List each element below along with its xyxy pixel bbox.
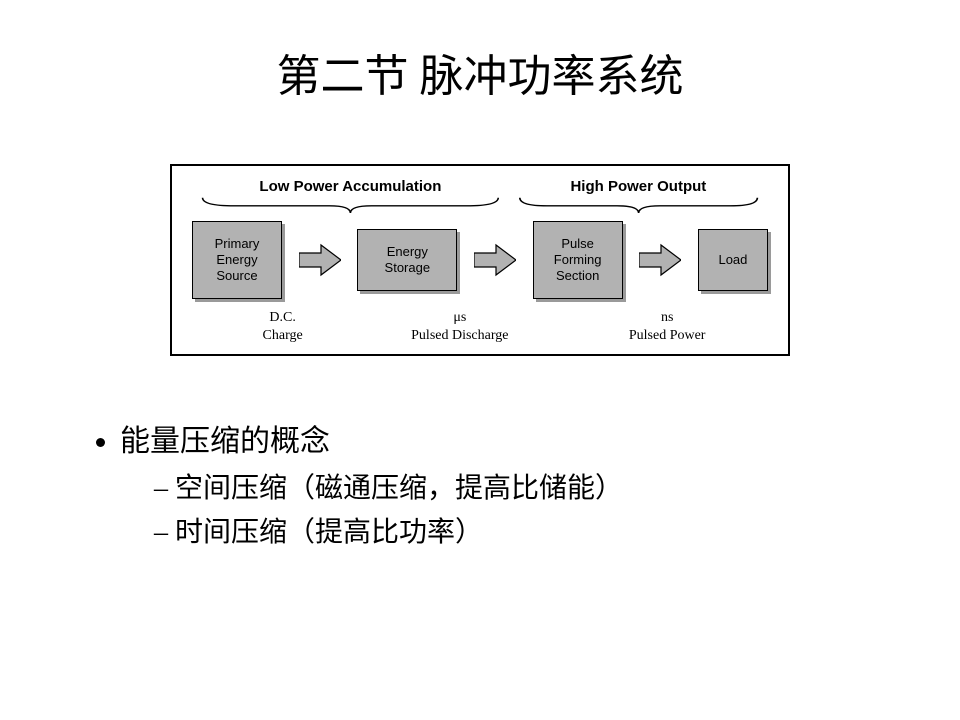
caption-top: ns [661,310,673,325]
flow-diagram: Low Power Accumulation High Power Output [170,164,790,356]
node-label: PulseFormingSection [554,236,602,285]
caption-top: μs [453,310,466,325]
section-left-label: Low Power Accumulation [259,178,441,195]
node-primary-energy-source: PrimaryEnergySource [192,221,282,299]
caption-line2: Charge [263,328,303,343]
page-title: 第二节 脉冲功率系统 [60,40,900,104]
bullet-sub: 空间压缩（磁通压缩，提高比储能） [154,466,900,506]
node-pulse-forming-section: PulseFormingSection [533,221,623,299]
section-right-label: High Power Output [570,178,706,195]
brace-right-icon [509,195,768,213]
arrow-icon [639,243,681,277]
caption-pulsed-power: ns Pulsed Power [566,309,768,344]
caption-dc-charge: D.C. Charge [192,309,353,344]
caption-line1: D.C. [269,310,295,325]
arrow-icon [474,243,516,277]
bullet-main-text: 能量压缩的概念 [120,425,330,458]
bullet-sub-text: 空间压缩（磁通压缩，提高比储能） [175,473,623,504]
flow-row: PrimaryEnergySource EnergyStorage Puls [192,221,768,299]
caption-line1: Pulsed Discharge [411,328,508,343]
node-label: PrimaryEnergySource [215,236,260,285]
diagram-container: Low Power Accumulation High Power Output [170,164,790,356]
captions-row: D.C. Charge μs Pulsed Discharge ns Pulse… [192,309,768,344]
bullet-sub: 时间压缩（提高比功率） [154,510,900,550]
bullet-list: 能量压缩的概念 空间压缩（磁通压缩，提高比储能） 时间压缩（提高比功率） [60,416,900,550]
caption-line1: Pulsed Power [629,328,706,343]
bullet-main: 能量压缩的概念 空间压缩（磁通压缩，提高比储能） 时间压缩（提高比功率） [120,416,900,550]
section-left: Low Power Accumulation [192,178,509,219]
arrow-icon [299,243,341,277]
node-label: Load [718,252,747,268]
node-label: EnergyStorage [385,244,431,277]
bullet-sub-text: 时间压缩（提高比功率） [175,517,483,548]
node-energy-storage: EnergyStorage [357,229,457,291]
slide: 第二节 脉冲功率系统 Low Power Accumulation High P… [0,0,960,720]
brace-left-icon [192,195,509,213]
section-labels-row: Low Power Accumulation High Power Output [192,178,768,219]
node-load: Load [698,229,768,291]
section-right: High Power Output [509,178,768,219]
caption-pulsed-discharge: μs Pulsed Discharge [353,309,566,344]
